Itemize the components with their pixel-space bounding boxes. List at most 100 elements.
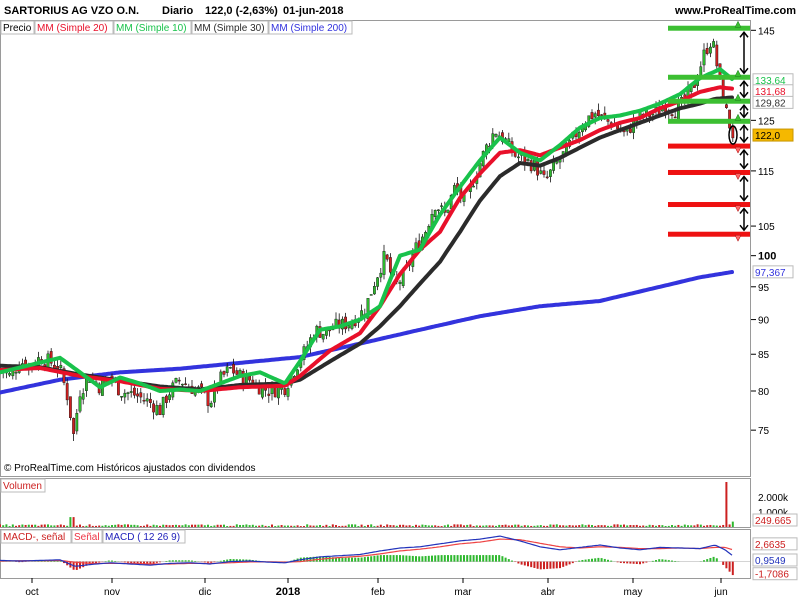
volume-bar <box>245 524 248 527</box>
volume-bar <box>66 525 69 527</box>
right-axis <box>751 20 800 580</box>
candle-down <box>68 396 72 418</box>
volume-bar <box>15 525 17 527</box>
macd-histogram-bar <box>661 559 664 562</box>
candle-down <box>206 390 210 406</box>
volume-bar <box>75 525 78 527</box>
macd-histogram-bar <box>383 555 385 562</box>
macd-histogram-bar <box>341 557 344 562</box>
level-arrow-head-down <box>739 111 749 119</box>
volume-panel <box>0 478 751 528</box>
candle-down <box>545 176 549 179</box>
macd-histogram-bar <box>594 558 597 562</box>
volume-bar <box>306 524 309 527</box>
candle-up <box>507 138 511 142</box>
volume-bar <box>159 525 161 527</box>
volume-bar <box>447 524 449 527</box>
volume-bar <box>431 525 433 527</box>
macd-histogram-bar <box>565 561 568 566</box>
volume-bar <box>440 526 443 527</box>
macd-histogram-bar <box>226 559 229 562</box>
macd-histogram-bar <box>578 560 581 562</box>
macd-histogram-bar <box>587 559 590 562</box>
candle-up <box>123 392 127 398</box>
volume-bar <box>555 524 558 527</box>
volume-bar <box>127 524 129 527</box>
y-tick-label: 75 <box>758 426 770 437</box>
volume-bar <box>722 524 725 527</box>
macd-histogram-bar <box>207 561 209 563</box>
volume-bar <box>693 525 696 527</box>
ma200-layer <box>0 270 734 395</box>
volume-bar <box>501 524 504 527</box>
macd-histogram-bar <box>709 557 712 562</box>
macd-histogram-bar <box>501 556 504 562</box>
macd-histogram-bar <box>517 561 520 564</box>
volume-label-box <box>0 478 46 493</box>
macd-layer: 2,6635 0,9549 -1,7086 <box>0 535 798 581</box>
volume-bar <box>232 525 235 527</box>
macd-histogram-bar <box>181 560 184 562</box>
volume-bar <box>568 525 571 527</box>
macd-histogram-bar <box>91 561 94 564</box>
readout-ma200: 97,367 <box>755 268 786 279</box>
volume-bar <box>418 525 421 527</box>
volume-bar <box>520 525 523 527</box>
volume-bar <box>370 524 373 527</box>
volume-bar <box>651 525 654 527</box>
macd-histogram-bar <box>626 561 629 564</box>
candle-up <box>517 156 520 159</box>
volume-bar <box>59 524 62 527</box>
macd-histogram-bar <box>360 557 363 562</box>
candle-up <box>277 386 280 399</box>
volume-bar <box>40 524 43 527</box>
macd-histogram-bar <box>523 561 526 566</box>
macd-signal-label-box <box>71 529 103 544</box>
macd-histogram-bar <box>581 559 584 562</box>
readout-ma10: 133,64 <box>755 76 786 87</box>
candle-down <box>389 257 392 273</box>
volume-bar <box>463 525 465 527</box>
volume-bar <box>667 525 670 527</box>
candle-down <box>283 388 287 395</box>
candle-up <box>286 388 290 397</box>
macd-histogram-bar <box>210 561 213 563</box>
volume-bar <box>37 525 40 527</box>
macd-histogram-bar <box>616 561 619 563</box>
candle-up <box>702 49 706 66</box>
candle-up <box>398 281 402 284</box>
volume-bar <box>277 525 280 527</box>
volume-bar <box>399 524 401 527</box>
volume-bar <box>120 524 123 527</box>
macd-histogram-bar <box>107 560 110 562</box>
volume-bar <box>623 524 625 527</box>
macd-histogram-bar <box>632 561 635 564</box>
macd-histogram-bar <box>440 555 443 562</box>
volume-bar <box>165 524 168 527</box>
level-arrow-head-up <box>739 104 749 111</box>
level-arrow-head-down <box>739 136 749 144</box>
volume-bar <box>539 525 542 527</box>
volume-bar <box>635 524 638 527</box>
volume-bar <box>325 524 328 527</box>
level-arrow-head-up <box>739 207 749 214</box>
macd-histogram-bar <box>600 558 603 562</box>
macd-histogram-bar <box>715 558 718 562</box>
volume-bar <box>712 525 715 527</box>
legend-ma20-box <box>34 20 114 35</box>
level-arrow-head-up <box>739 148 749 156</box>
volume-bar <box>347 524 350 527</box>
macd-histogram-bar <box>405 555 408 562</box>
macd-histogram-bar <box>411 555 414 562</box>
volume-bar <box>139 525 142 527</box>
volume-bar <box>229 525 232 527</box>
volume-bar <box>248 525 251 527</box>
macd-histogram-bar <box>59 560 62 562</box>
volume-bar <box>171 525 174 527</box>
readout-ma30-box <box>752 95 794 109</box>
volume-bar <box>591 525 593 527</box>
volume-bar <box>690 525 693 527</box>
macd-histogram-bar <box>178 560 181 562</box>
volume-bar <box>315 525 318 527</box>
candle-up <box>174 378 178 383</box>
